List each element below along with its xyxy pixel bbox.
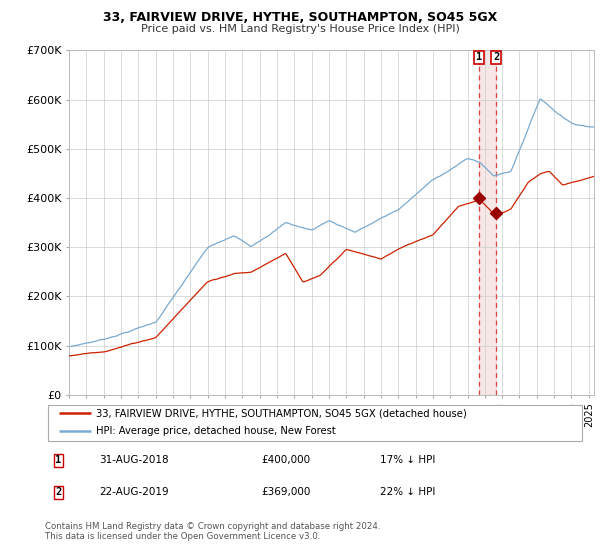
- Text: 33, FAIRVIEW DRIVE, HYTHE, SOUTHAMPTON, SO45 5GX: 33, FAIRVIEW DRIVE, HYTHE, SOUTHAMPTON, …: [103, 11, 497, 24]
- Text: £400,000: £400,000: [261, 455, 310, 465]
- Text: 33, FAIRVIEW DRIVE, HYTHE, SOUTHAMPTON, SO45 5GX (detached house): 33, FAIRVIEW DRIVE, HYTHE, SOUTHAMPTON, …: [96, 408, 467, 418]
- Text: 1: 1: [476, 52, 482, 62]
- Text: 2: 2: [493, 52, 499, 62]
- Text: HPI: Average price, detached house, New Forest: HPI: Average price, detached house, New …: [96, 426, 336, 436]
- FancyBboxPatch shape: [48, 405, 582, 441]
- Text: £369,000: £369,000: [261, 487, 310, 497]
- Text: Price paid vs. HM Land Registry's House Price Index (HPI): Price paid vs. HM Land Registry's House …: [140, 24, 460, 34]
- Bar: [479, 50, 496, 395]
- Text: 1: 1: [55, 455, 62, 465]
- Text: 17% ↓ HPI: 17% ↓ HPI: [380, 455, 435, 465]
- Text: 22-AUG-2019: 22-AUG-2019: [99, 487, 169, 497]
- Text: 2: 2: [55, 487, 62, 497]
- Text: 31-AUG-2018: 31-AUG-2018: [99, 455, 169, 465]
- Text: Contains HM Land Registry data © Crown copyright and database right 2024.
This d: Contains HM Land Registry data © Crown c…: [45, 522, 380, 542]
- Text: 22% ↓ HPI: 22% ↓ HPI: [380, 487, 435, 497]
